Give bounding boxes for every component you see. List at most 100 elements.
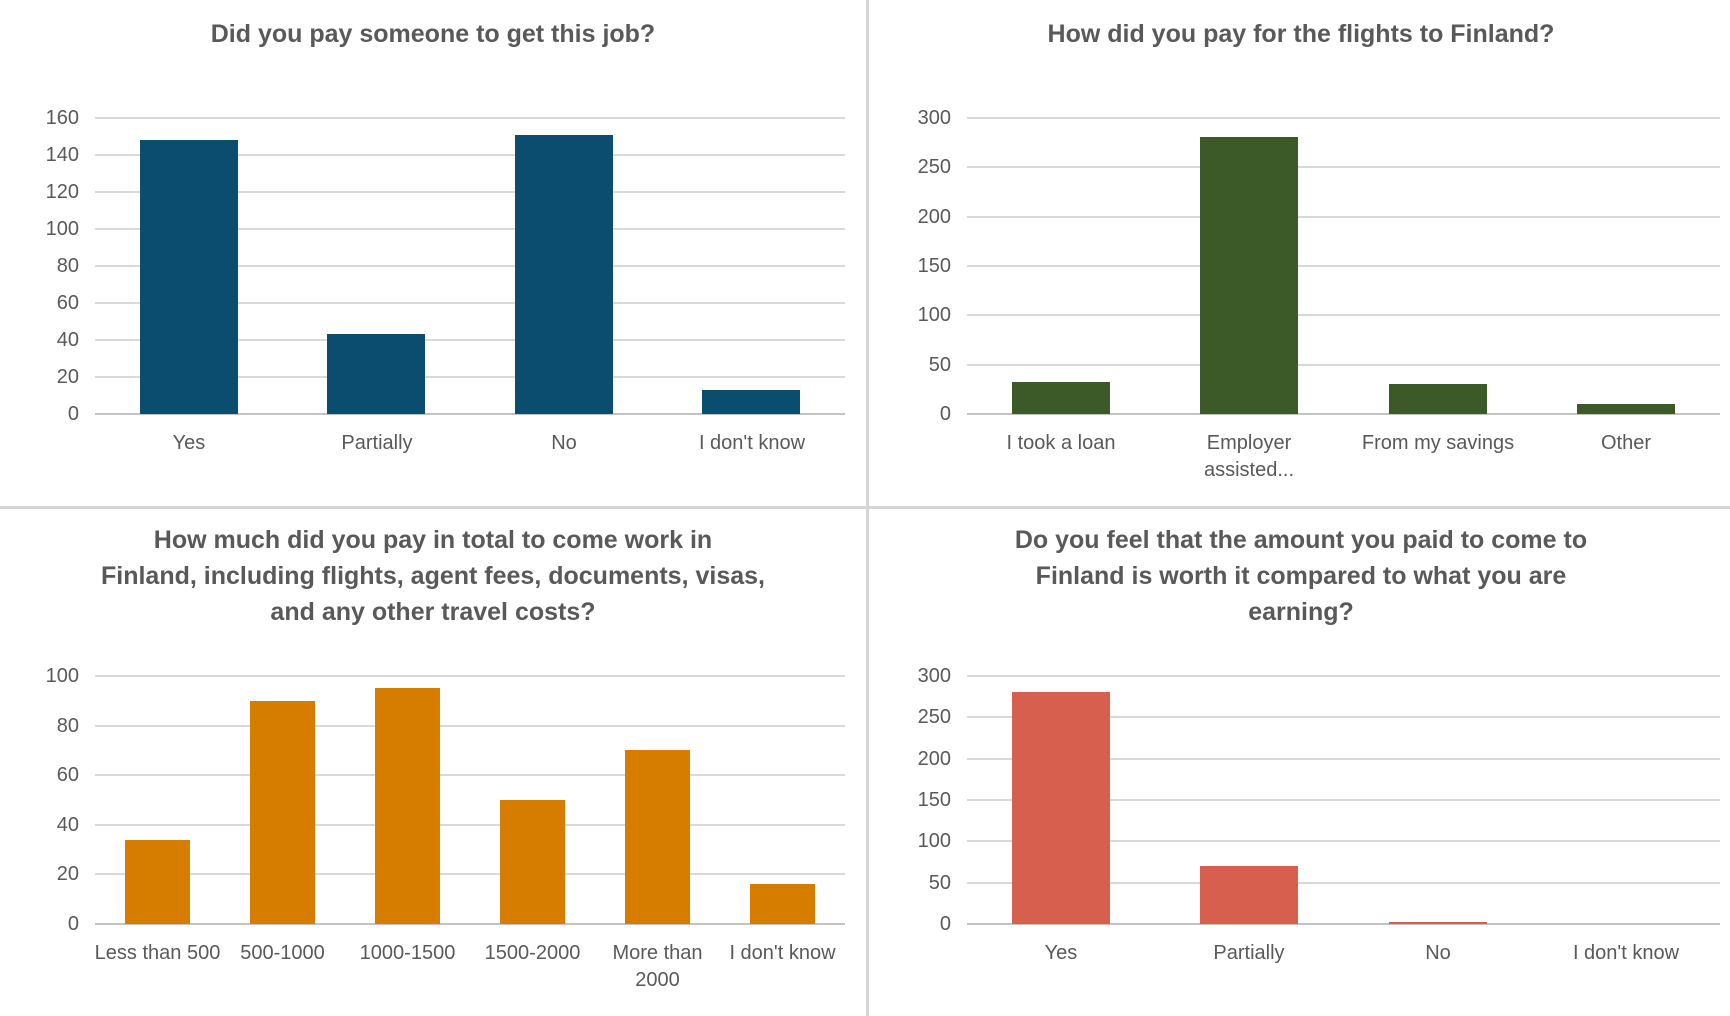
bar-i-took-a-loan: [1012, 382, 1110, 414]
x-category-label: No: [551, 432, 577, 454]
y-gridline: [95, 302, 845, 304]
x-axis-line: [967, 413, 1720, 415]
x-category-label: Yes: [1044, 942, 1078, 964]
y-tick-label: 300: [917, 665, 951, 687]
chart-worth-it: Do you feel that the amount you paid to …: [872, 510, 1730, 1016]
y-tick-label: 20: [56, 863, 79, 885]
bar-yes: [1012, 692, 1110, 924]
chart-pay-someone: Did you pay someone to get this job? 0 20…: [0, 0, 866, 506]
y-gridline: [967, 166, 1720, 168]
y-gridline: [95, 774, 845, 776]
bar-1500-2000: [500, 800, 565, 924]
y-tick-label: 200: [917, 206, 951, 228]
y-gridline: [967, 882, 1720, 884]
y-tick-label: 0: [939, 403, 951, 425]
y-gridline: [967, 314, 1720, 316]
bar-no: [515, 135, 613, 414]
y-tick-label: 150: [917, 789, 951, 811]
bar-1000-1500: [375, 688, 440, 924]
y-tick-label: 0: [939, 913, 951, 935]
x-axis-line: [95, 923, 845, 925]
x-category-label: Employer assisted...: [1203, 432, 1295, 481]
x-category-label: Partially: [1213, 942, 1285, 964]
y-tick-label: 80: [56, 715, 79, 737]
y-gridline: [95, 376, 845, 378]
bar-partially: [327, 334, 425, 414]
bar-yes: [140, 140, 238, 414]
bar-other: [1577, 404, 1675, 414]
y-gridline: [967, 216, 1720, 218]
x-category-label: Less than 500: [94, 942, 221, 964]
y-gridline: [967, 364, 1720, 366]
bar-from-my-savings: [1389, 384, 1487, 414]
x-category-label: From my savings: [1361, 432, 1515, 454]
y-gridline: [967, 758, 1720, 760]
chart-title: How did you pay for the flights to Finla…: [1047, 20, 1555, 48]
x-category-label: I don't know: [729, 942, 836, 964]
y-tick-label: 100: [45, 665, 79, 687]
chart-total-paid: How much did you pay in total to come wo…: [0, 510, 866, 1016]
x-axis-line: [95, 413, 845, 415]
x-category-label: I took a loan: [1006, 432, 1116, 454]
y-gridline: [95, 675, 845, 677]
y-tick-label: 50: [928, 872, 951, 894]
bar-employer-assisted...: [1200, 137, 1298, 414]
chart-title: How much did you pay in total to come wo…: [100, 526, 765, 626]
x-category-label: 1500-2000: [484, 942, 581, 964]
y-tick-label: 40: [56, 814, 79, 836]
x-category-label: 500-1000: [240, 942, 325, 964]
y-gridline: [967, 675, 1720, 677]
y-tick-label: 250: [917, 706, 951, 728]
y-gridline: [967, 840, 1720, 842]
y-gridline: [95, 228, 845, 230]
y-tick-label: 20: [56, 366, 79, 388]
y-gridline: [95, 873, 845, 875]
x-category-label: 1000-1500: [359, 942, 456, 964]
y-tick-label: 300: [917, 107, 951, 129]
y-tick-label: 140: [45, 144, 79, 166]
y-tick-label: 50: [928, 354, 951, 376]
x-category-label: Yes: [172, 432, 206, 454]
y-tick-label: 100: [45, 218, 79, 240]
quadrant-divider-horizontal: [0, 506, 1730, 509]
y-gridline: [95, 824, 845, 826]
chart-title: Do you feel that the amount you paid to …: [1014, 526, 1588, 626]
y-tick-label: 80: [56, 255, 79, 277]
x-category-label: Partially: [341, 432, 413, 454]
x-category-label: I don't know: [698, 432, 806, 454]
y-gridline: [95, 191, 845, 193]
x-category-label: I don't know: [1572, 942, 1680, 964]
bar-500-1000: [250, 701, 315, 924]
y-tick-label: 100: [917, 304, 951, 326]
x-axis-line: [967, 923, 1720, 925]
y-tick-label: 0: [67, 913, 79, 935]
bar-i-don't-know: [702, 390, 800, 414]
bar-partially: [1200, 866, 1298, 924]
y-gridline: [95, 725, 845, 727]
y-gridline: [95, 265, 845, 267]
y-tick-label: 60: [56, 764, 79, 786]
y-gridline: [967, 265, 1720, 267]
y-tick-label: 100: [917, 830, 951, 852]
y-gridline: [967, 117, 1720, 119]
y-tick-label: 200: [917, 748, 951, 770]
bar-more-than-2000: [625, 750, 690, 924]
x-category-label: No: [1425, 942, 1451, 964]
chart-title: Did you pay someone to get this job?: [210, 20, 656, 48]
y-gridline: [967, 716, 1720, 718]
chart-flights-payment: How did you pay for the flights to Finla…: [872, 0, 1730, 506]
y-tick-label: 120: [45, 181, 79, 203]
y-tick-label: 250: [917, 156, 951, 178]
y-tick-label: 150: [917, 255, 951, 277]
y-gridline: [95, 154, 845, 156]
x-category-label: Other: [1600, 432, 1652, 454]
y-gridline: [95, 339, 845, 341]
bar-no: [1389, 922, 1487, 924]
y-gridline: [967, 799, 1720, 801]
bar-less-than-500: [125, 840, 190, 924]
y-tick-label: 40: [56, 329, 79, 351]
y-tick-label: 0: [67, 403, 79, 425]
y-tick-label: 160: [45, 107, 79, 129]
x-category-label: More than 2000: [612, 942, 703, 991]
